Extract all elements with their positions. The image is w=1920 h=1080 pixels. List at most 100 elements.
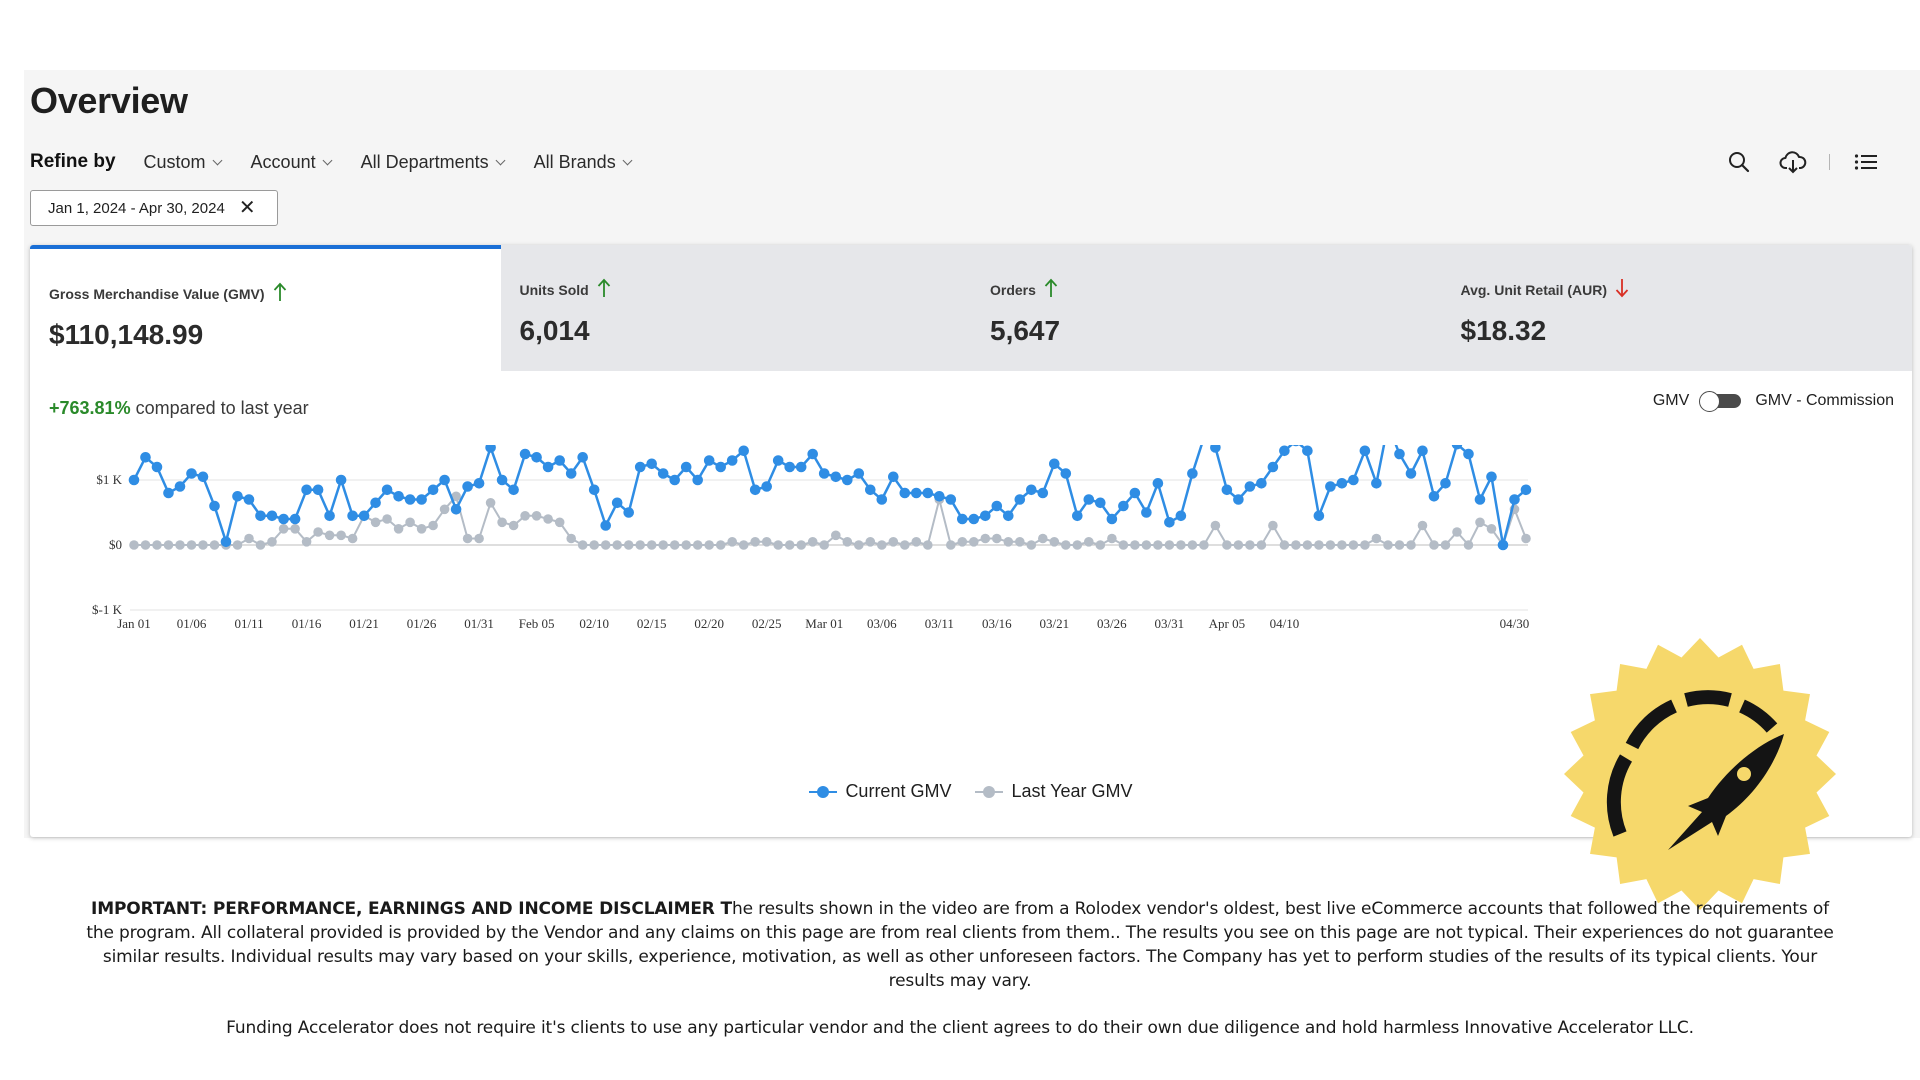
data-point[interactable] (1302, 540, 1313, 550)
data-point[interactable] (1279, 540, 1290, 550)
data-point[interactable] (899, 487, 911, 499)
data-point[interactable] (980, 510, 991, 522)
data-point[interactable] (807, 448, 818, 460)
data-point[interactable] (266, 510, 278, 522)
data-point[interactable] (611, 497, 623, 509)
data-point[interactable] (174, 481, 186, 492)
data-point[interactable] (1037, 487, 1049, 499)
data-point[interactable] (1187, 468, 1198, 479)
data-point[interactable] (1245, 540, 1255, 550)
data-point[interactable] (336, 530, 346, 541)
legend-item-last-year[interactable]: Last Year GMV (975, 781, 1133, 802)
data-point[interactable] (244, 533, 254, 544)
data-point[interactable] (726, 455, 738, 466)
data-point[interactable] (358, 510, 370, 522)
data-point[interactable] (1394, 448, 1405, 460)
data-point[interactable] (1095, 540, 1106, 550)
data-point[interactable] (750, 537, 760, 547)
data-point[interactable] (1187, 540, 1198, 550)
data-point[interactable] (830, 471, 842, 483)
data-point[interactable] (749, 484, 761, 496)
data-point[interactable] (1267, 461, 1279, 473)
data-point[interactable] (1348, 540, 1359, 550)
data-point[interactable] (934, 491, 945, 502)
data-point[interactable] (393, 524, 404, 534)
data-point[interactable] (1026, 484, 1037, 496)
data-point[interactable] (1463, 540, 1474, 550)
data-point[interactable] (1095, 497, 1106, 509)
search-icon[interactable] (1725, 148, 1753, 176)
data-point[interactable] (566, 533, 576, 544)
data-point[interactable] (1222, 540, 1232, 550)
data-point[interactable] (1383, 540, 1393, 550)
data-point[interactable] (784, 461, 795, 473)
data-point[interactable] (151, 461, 163, 473)
data-point[interactable] (370, 497, 381, 509)
data-point[interactable] (588, 484, 600, 496)
data-point[interactable] (554, 517, 565, 528)
data-point[interactable] (1371, 478, 1382, 489)
data-point[interactable] (1486, 524, 1497, 534)
data-point[interactable] (1049, 537, 1060, 547)
data-point[interactable] (946, 540, 956, 550)
data-point[interactable] (1256, 540, 1267, 550)
data-point[interactable] (232, 540, 243, 550)
data-point[interactable] (1164, 517, 1175, 528)
data-point[interactable] (1463, 448, 1474, 460)
data-point[interactable] (1497, 539, 1509, 551)
data-point[interactable] (1520, 484, 1532, 496)
data-point[interactable] (198, 540, 208, 550)
data-point[interactable] (865, 537, 876, 547)
data-point[interactable] (795, 461, 807, 473)
data-point[interactable] (807, 537, 818, 547)
data-point[interactable] (462, 481, 473, 492)
data-point[interactable] (543, 514, 553, 524)
data-point[interactable] (657, 468, 669, 479)
data-point[interactable] (761, 537, 772, 547)
data-point[interactable] (1084, 537, 1094, 547)
data-point[interactable] (980, 533, 991, 544)
data-point[interactable] (738, 540, 749, 550)
data-point[interactable] (370, 517, 381, 528)
data-point[interactable] (692, 540, 703, 550)
data-point[interactable] (175, 540, 185, 550)
data-point[interactable] (232, 491, 243, 502)
data-point[interactable] (197, 471, 209, 483)
filter-departments[interactable]: All Departments (361, 152, 506, 173)
data-point[interactable] (1153, 540, 1163, 550)
data-point[interactable] (428, 520, 438, 531)
data-point[interactable] (473, 478, 485, 489)
data-point[interactable] (842, 474, 853, 486)
data-point[interactable] (854, 540, 864, 550)
date-range-chip[interactable]: Jan 1, 2024 - Apr 30, 2024 ✕ (30, 190, 278, 226)
data-point[interactable] (853, 468, 865, 479)
data-point[interactable] (1233, 540, 1244, 550)
data-point[interactable] (819, 540, 829, 550)
data-point[interactable] (969, 537, 979, 547)
data-point[interactable] (577, 540, 588, 550)
data-point[interactable] (1038, 533, 1048, 544)
data-point[interactable] (1061, 540, 1071, 550)
data-point[interactable] (462, 533, 473, 544)
data-point[interactable] (439, 474, 450, 486)
data-point[interactable] (772, 455, 784, 466)
data-point[interactable] (681, 540, 691, 550)
tab-gmv[interactable]: Gross Merchandise Value (GMV) $110,148.9… (30, 245, 501, 371)
data-point[interactable] (209, 540, 220, 550)
data-point[interactable] (1175, 510, 1187, 522)
data-point[interactable] (520, 511, 530, 521)
data-point[interactable] (1176, 540, 1186, 550)
data-point[interactable] (842, 537, 853, 547)
data-point[interactable] (922, 487, 934, 499)
data-point[interactable] (485, 498, 496, 508)
data-point[interactable] (612, 540, 622, 550)
data-point[interactable] (1291, 540, 1301, 550)
data-point[interactable] (485, 445, 496, 453)
data-point[interactable] (738, 445, 749, 457)
data-point[interactable] (324, 530, 335, 541)
data-point[interactable] (784, 540, 795, 550)
data-point[interactable] (416, 494, 427, 505)
data-point[interactable] (1003, 510, 1014, 522)
data-point[interactable] (715, 461, 726, 473)
data-point[interactable] (945, 494, 957, 505)
